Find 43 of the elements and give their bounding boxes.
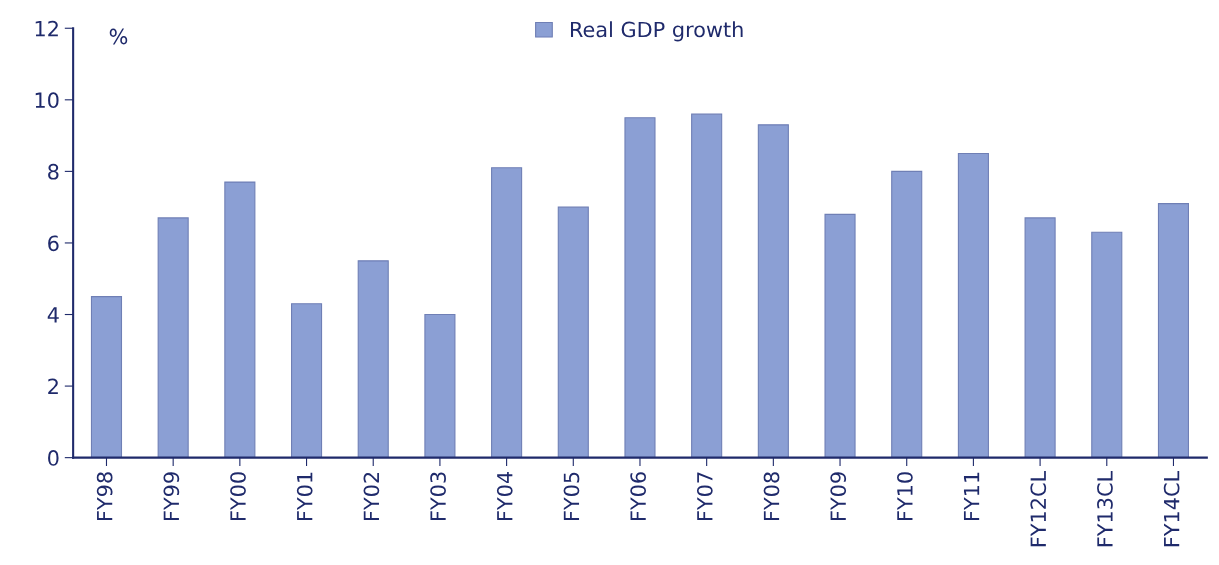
bar (90, 296, 123, 458)
x-tick-label: FY05 (563, 472, 580, 521)
x-tick-label: FY11 (963, 472, 980, 521)
x-tick-label: FY99 (163, 472, 180, 521)
x-tick-label: FY07 (696, 472, 713, 521)
x-tick-label: FY08 (763, 472, 780, 521)
bar (957, 152, 989, 458)
bar (357, 260, 389, 458)
bar (757, 124, 789, 458)
bar (1091, 231, 1123, 458)
x-tick-label: FY03 (430, 472, 446, 521)
y-tick-label: 4 (47, 307, 59, 323)
bar (691, 113, 723, 458)
x-tick-label: FY02 (363, 472, 380, 521)
bar (891, 170, 923, 458)
y-axis-title: % (109, 28, 128, 45)
x-tick-label: FY06 (630, 472, 647, 521)
bar (224, 181, 256, 458)
x-tick-label: FY13CL (1097, 470, 1113, 547)
bar (557, 206, 589, 458)
y-tick-label: 2 (48, 378, 58, 394)
y-tick-label: 8 (48, 163, 59, 180)
x-tick-label: FY01 (296, 472, 313, 521)
x-tick-label: FY09 (830, 472, 847, 521)
bar (1024, 217, 1056, 458)
bar (290, 303, 323, 458)
bar (824, 213, 856, 458)
y-tick-label: 0 (48, 450, 59, 466)
bar (491, 167, 523, 458)
y-tick-label: 10 (35, 92, 59, 109)
legend-label: Real GDP growth (571, 21, 743, 42)
x-tick-label: FY14CL (1163, 470, 1180, 547)
x-tick-label: FY12CL (1030, 470, 1047, 547)
bar (1157, 203, 1190, 458)
y-tick-label: 6 (48, 235, 59, 252)
bar (157, 217, 189, 458)
x-tick-label: FY04 (496, 472, 513, 521)
y-tick-label: 12 (35, 20, 58, 37)
bar (624, 117, 656, 458)
x-tick-label: FY10 (897, 472, 913, 521)
x-tick-label: FY00 (230, 472, 246, 521)
x-tick-label: FY98 (96, 472, 113, 521)
bar (424, 313, 456, 458)
